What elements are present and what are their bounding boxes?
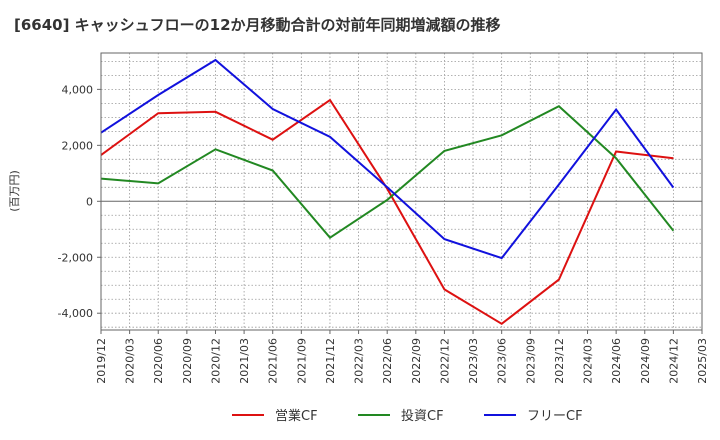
x-tick-label: 2022/09 xyxy=(410,338,423,384)
x-tick-label: 2022/03 xyxy=(353,338,366,384)
x-tick-label: 2020/09 xyxy=(181,338,194,384)
x-tick-label: 2022/06 xyxy=(381,338,394,384)
y-tick-label: 0 xyxy=(86,195,93,208)
x-tick-label: 2021/09 xyxy=(295,338,308,384)
grid-layer xyxy=(101,53,702,330)
legend-label: フリーCF xyxy=(527,409,583,424)
axis-layer: -4,000 -2,000 0 2,000 4,000 2019/12 2020/03 202… xyxy=(8,52,709,384)
x-tick-label: 2021/12 xyxy=(324,338,337,384)
legend-label: 営業CF xyxy=(275,408,318,424)
legend: 営業CF 投資CF フリーCF xyxy=(232,408,583,424)
series-layer xyxy=(100,58,675,326)
x-tick-label: 2021/03 xyxy=(238,338,251,384)
x-tick-label: 2020/06 xyxy=(152,338,165,384)
x-tick-label: 2019/12 xyxy=(95,338,108,384)
series-line xyxy=(100,58,675,260)
x-tick-label: 2020/03 xyxy=(124,338,137,384)
series-line xyxy=(100,98,674,326)
chart-title: [6640] キャッシュフローの12か月移動合計の対前年同期増減額の推移 xyxy=(14,16,501,34)
y-tick-label: 2,000 xyxy=(62,139,94,152)
x-tick-label: 2024/09 xyxy=(639,338,652,384)
x-tick-label: 2023/12 xyxy=(553,338,566,384)
y-tick-label: 4,000 xyxy=(62,83,94,96)
legend-label: 投資CF xyxy=(401,408,444,424)
x-tick-label: 2020/12 xyxy=(209,338,222,384)
x-tick-label: 2023/09 xyxy=(524,338,537,384)
x-tick-label: 2021/06 xyxy=(267,338,280,384)
y-tick-label: -4,000 xyxy=(58,307,93,320)
x-tick-label: 2024/12 xyxy=(667,338,680,384)
x-tick-label: 2023/06 xyxy=(496,338,509,384)
plot-frame xyxy=(100,52,703,331)
x-tick-label: 2022/12 xyxy=(438,338,451,384)
x-tick-label: 2024/06 xyxy=(610,338,623,384)
x-tick-label: 2024/03 xyxy=(582,338,595,384)
series-line xyxy=(100,104,675,240)
x-tick-label: 2025/03 xyxy=(696,338,709,384)
y-tick-label: -2,000 xyxy=(58,251,93,264)
x-tick-label: 2023/03 xyxy=(467,338,480,384)
plot-area xyxy=(101,53,702,330)
y-axis-label: (百万円) xyxy=(8,170,21,212)
